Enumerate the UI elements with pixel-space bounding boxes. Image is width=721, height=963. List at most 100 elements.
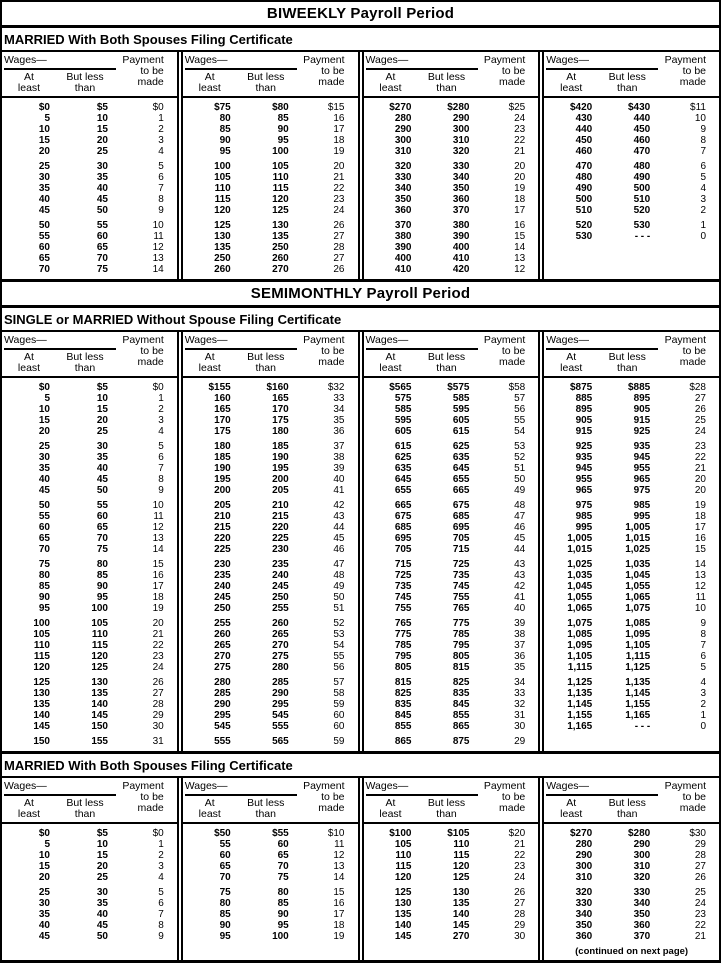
at-least-cell: 735	[394, 581, 412, 592]
but-less-than-cell: 975	[633, 485, 651, 496]
at-least-cell: 845	[394, 710, 412, 721]
but-less-than-cell: 795	[452, 640, 470, 651]
payment-cell: 6	[700, 161, 706, 172]
but-less-than-cell: 35	[96, 172, 108, 183]
at-least-cell: 195	[214, 474, 231, 485]
but-less-than-cell: 715	[452, 544, 470, 555]
period-title-biweekly: BIWEEKLY Payroll Period	[2, 0, 719, 28]
table-row: 430 440 10	[544, 113, 719, 124]
but-less-than-cell: 50	[96, 931, 108, 942]
at-least-cell: 120	[33, 662, 50, 673]
table-row: 330 340 20	[364, 172, 539, 183]
but-less-than-cell: $885	[628, 382, 651, 393]
but-less-than-label: But less than	[247, 351, 285, 374]
but-less-than-cell: 25	[96, 872, 108, 883]
at-least-cell: 30	[38, 172, 50, 183]
at-least-cell: 755	[394, 603, 412, 614]
at-least-cell: 935	[575, 452, 593, 463]
payment-cell: 24	[694, 898, 706, 909]
payment-cell: 1	[158, 839, 164, 850]
but-less-than-cell: 350	[633, 909, 651, 920]
table-row: 125 130 26	[364, 887, 539, 898]
table-row: $0 $5 $0	[2, 382, 177, 393]
payment-cell: 8	[700, 135, 706, 146]
payment-cell: 17	[152, 581, 164, 592]
at-least-cell: 15	[38, 861, 50, 872]
but-less-than-cell: 625	[452, 441, 470, 452]
table-row: $0 $5 $0	[2, 828, 177, 839]
at-least-cell: 15	[38, 415, 50, 426]
but-less-than-cell: 170	[272, 404, 289, 415]
table-header: Wages— Payment to be made At least But less…	[2, 778, 177, 824]
payment-cell: 15	[694, 544, 706, 555]
wage-table: Wages— Payment to be made At least But less…	[363, 332, 539, 751]
but-less-than-cell: 1,075	[625, 603, 651, 614]
table-row: 265 270 54	[183, 640, 358, 651]
payment-cell: 7	[158, 183, 164, 194]
table-row: 765 775 39	[364, 618, 539, 629]
but-less-than-cell: 125	[272, 205, 289, 216]
wage-table: Wages— Payment to be made At least But less…	[182, 52, 358, 279]
but-less-than-cell: 55	[96, 500, 108, 511]
at-least-cell: 125	[33, 677, 50, 688]
table-row: 20 25 4	[2, 872, 177, 883]
but-less-than-cell: 135	[452, 898, 470, 909]
but-less-than-cell: 260	[272, 618, 289, 629]
table-row: 200 205 41	[183, 485, 358, 496]
but-less-than-cell: 935	[633, 441, 651, 452]
but-less-than-cell: 15	[96, 404, 108, 415]
payment-cell: 13	[694, 570, 706, 581]
table-row: 510 520 2	[544, 205, 719, 216]
payment-to-be-made-label: Payment to be made	[122, 780, 164, 814]
payment-cell: 26	[333, 264, 345, 275]
table-row: $155 $160 $32	[183, 382, 358, 393]
table-row: 65 70 13	[2, 533, 177, 544]
at-least-cell: 885	[575, 393, 593, 404]
table-row: 945 955 21	[544, 463, 719, 474]
payment-cell: 10	[694, 113, 706, 124]
payment-cell: 29	[514, 736, 526, 747]
but-less-than-cell: 140	[91, 699, 108, 710]
at-least-cell: 520	[575, 220, 593, 231]
table-body: $420 $430 $11 430 440 10 440 450 9 450 460 8 460 470 7…	[544, 98, 719, 242]
table-row: 1,075 1,085 9	[544, 618, 719, 629]
wages-label: Wages—	[184, 55, 297, 70]
payment-to-be-made-label: Payment to be made	[483, 54, 526, 88]
payment-cell: 16	[694, 533, 706, 544]
at-least-cell: 1,035	[567, 570, 593, 581]
at-least-cell: 160	[214, 393, 231, 404]
at-least-cell: 380	[394, 231, 412, 242]
at-least-cell: 370	[394, 220, 412, 231]
but-less-than-label: But less than	[427, 71, 466, 94]
table-row: 95 100 19	[183, 146, 358, 157]
table-row: 350 360 22	[544, 920, 719, 931]
payment-cell: 24	[694, 426, 706, 437]
payment-cell: 27	[333, 231, 345, 242]
payment-cell: 10	[152, 220, 164, 231]
payment-cell: 27	[694, 861, 706, 872]
table-row: 110 115 22	[364, 850, 539, 861]
payment-cell: 43	[333, 511, 345, 522]
payment-cell: 52	[333, 618, 345, 629]
payment-cell: 8	[700, 629, 706, 640]
table-row: 25 30 5	[2, 161, 177, 172]
table-row: 1,145 1,155 2	[544, 699, 719, 710]
at-least-cell: 250	[214, 603, 231, 614]
table-row: 310 320 21	[364, 146, 539, 157]
payment-cell: 34	[333, 404, 345, 415]
row-group: $0 $5 $0 5 10 1 10 15 2 15 20 3 20 25 4	[2, 102, 177, 157]
at-least-cell: 530	[575, 231, 593, 242]
but-less-than-cell: 955	[633, 463, 651, 474]
payment-cell: 30	[152, 721, 164, 732]
wages-label: Wages—	[4, 781, 116, 796]
at-least-cell: 265	[214, 640, 231, 651]
at-least-cell: 390	[394, 242, 412, 253]
at-least-cell: 235	[214, 570, 231, 581]
table-row: 360 370 21	[544, 931, 719, 942]
table-row: 530 - - - 0	[544, 231, 719, 242]
table-row: 250 260 27	[183, 253, 358, 264]
but-less-than-cell: 665	[452, 485, 470, 496]
but-less-than-cell: 230	[272, 544, 289, 555]
payment-cell: 15	[333, 887, 345, 898]
at-least-label: At least	[560, 71, 583, 94]
